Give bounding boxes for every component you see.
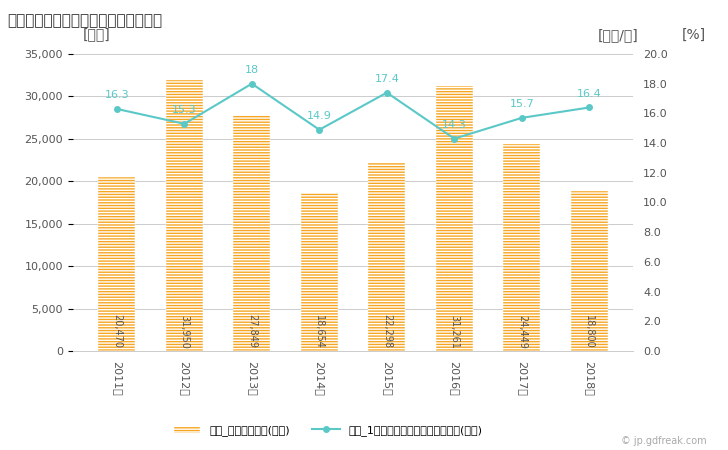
Bar [98, 177, 135, 351]
Text: 18,654: 18,654 [314, 315, 325, 348]
Bar [166, 80, 203, 351]
Text: 27,849: 27,849 [247, 315, 257, 348]
Text: [万円]: [万円] [83, 27, 111, 41]
Text: 16.3: 16.3 [105, 90, 129, 100]
Text: 24,449: 24,449 [517, 315, 527, 348]
Text: 18,800: 18,800 [585, 315, 594, 348]
Bar [301, 193, 338, 351]
Bar [436, 86, 473, 351]
Text: 22,298: 22,298 [381, 315, 392, 348]
Text: © jp.gdfreak.com: © jp.gdfreak.com [620, 436, 706, 446]
Text: 15.3: 15.3 [172, 105, 197, 115]
Text: 14.3: 14.3 [442, 120, 467, 130]
Text: 14.9: 14.9 [307, 111, 332, 121]
Bar [571, 191, 608, 351]
Text: [%]: [%] [682, 28, 706, 42]
Text: 20,470: 20,470 [112, 315, 122, 348]
Text: [万円/㎡]: [万円/㎡] [598, 28, 639, 42]
Text: 木造建築物の工事費予定額合計の推移: 木造建築物の工事費予定額合計の推移 [7, 14, 162, 28]
Text: 31,261: 31,261 [449, 315, 459, 348]
Text: 16.4: 16.4 [577, 89, 602, 99]
Text: 15.7: 15.7 [510, 99, 534, 109]
Text: 18: 18 [245, 65, 259, 75]
Bar [503, 144, 540, 351]
Text: 17.4: 17.4 [374, 74, 399, 84]
Text: 31,950: 31,950 [179, 315, 189, 348]
Bar [233, 115, 270, 351]
Bar [368, 162, 405, 351]
Legend: 木造_工事費予定額(左軸), 木造_1平米当たり平均工事費予定額(右軸): 木造_工事費予定額(左軸), 木造_1平米当たり平均工事費予定額(右軸) [168, 420, 487, 440]
